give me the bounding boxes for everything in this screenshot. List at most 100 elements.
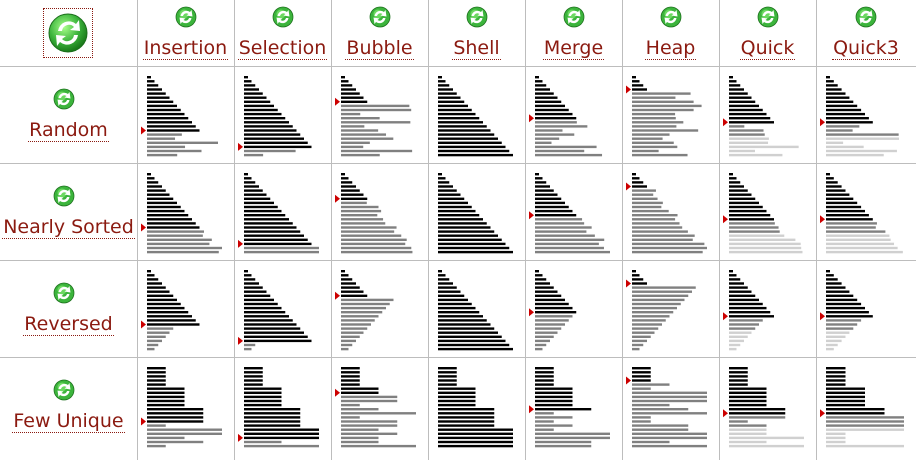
animation-cell[interactable]	[816, 163, 916, 260]
refresh-icon[interactable]	[271, 5, 295, 33]
column-label[interactable]: Heap	[622, 37, 719, 60]
column-label[interactable]: Selection	[234, 37, 331, 60]
array-bar	[341, 84, 353, 87]
array-bar	[535, 177, 543, 180]
animation-cell[interactable]	[428, 163, 525, 260]
animation-cell[interactable]	[622, 260, 719, 357]
animation-cell[interactable]	[331, 66, 428, 163]
animation-cell[interactable]	[525, 357, 622, 460]
refresh-icon[interactable]	[52, 184, 76, 212]
animation-cell[interactable]	[234, 357, 331, 460]
animation-cell[interactable]	[428, 357, 525, 460]
animation-cell[interactable]	[622, 66, 719, 163]
row-label[interactable]: Nearly Sorted	[0, 216, 137, 239]
array-bar	[147, 222, 196, 225]
animation-cell[interactable]	[525, 163, 622, 260]
array-bar	[341, 335, 360, 338]
array-bar	[826, 197, 854, 200]
column-label[interactable]: Merge	[525, 37, 622, 60]
array-bar	[632, 424, 689, 427]
array-bar	[632, 141, 674, 144]
array-bar	[729, 88, 744, 91]
animation-cell[interactable]	[719, 66, 816, 163]
array-bar	[826, 302, 862, 306]
animation-cell[interactable]	[234, 260, 331, 357]
column-label[interactable]: Quick3	[816, 37, 916, 60]
column-label[interactable]: Shell	[428, 37, 525, 60]
array-bar	[826, 181, 838, 184]
array-bar	[826, 84, 838, 87]
array-bar	[244, 100, 271, 103]
array-bar	[632, 428, 689, 431]
array-bar	[438, 230, 495, 233]
animation-cell[interactable]	[331, 163, 428, 260]
grid-line	[0, 260, 916, 261]
animation-cell[interactable]	[234, 163, 331, 260]
array-bar	[147, 234, 203, 237]
animation-cell[interactable]	[816, 260, 916, 357]
array-bar	[632, 145, 678, 149]
array-bar	[826, 375, 846, 378]
bar-visualization	[529, 367, 610, 448]
array-bar	[341, 153, 380, 157]
row-label[interactable]: Reversed	[0, 313, 137, 336]
array-bar	[244, 201, 274, 205]
animation-cell[interactable]	[331, 260, 428, 357]
animation-cell[interactable]	[137, 260, 234, 357]
refresh-icon[interactable]	[465, 5, 489, 33]
animation-cell[interactable]	[816, 357, 916, 460]
array-bar	[244, 399, 282, 403]
animation-cell[interactable]	[525, 66, 622, 163]
array-bar	[632, 302, 681, 306]
animation-cell[interactable]	[137, 357, 234, 460]
array-bar	[729, 80, 737, 83]
animation-cell[interactable]	[622, 357, 719, 460]
column-label-text: Shell	[452, 37, 501, 60]
animation-cell[interactable]	[816, 66, 916, 163]
animation-cell[interactable]	[331, 357, 428, 460]
animation-cell[interactable]	[428, 66, 525, 163]
animation-cell[interactable]	[719, 163, 816, 260]
array-bar	[729, 193, 752, 196]
array-bar	[826, 141, 844, 144]
array-bar	[729, 379, 748, 382]
array-bar	[826, 100, 854, 103]
array-bar	[244, 92, 263, 95]
array-bar	[341, 302, 390, 306]
array-bar	[244, 80, 252, 83]
array-bar	[729, 315, 774, 318]
column-label[interactable]: Quick	[719, 37, 816, 60]
refresh-icon[interactable]	[659, 5, 683, 33]
array-bar	[244, 323, 297, 326]
refresh-icon[interactable]	[52, 281, 76, 309]
array-bar	[438, 294, 465, 297]
bar-visualization	[438, 76, 513, 157]
animation-cell[interactable]	[234, 66, 331, 163]
animation-cell[interactable]	[137, 66, 234, 163]
column-label[interactable]: Insertion	[137, 37, 234, 60]
row-label[interactable]: Random	[0, 119, 137, 142]
array-bar	[244, 108, 278, 112]
array-bar	[147, 177, 155, 180]
animation-cell[interactable]	[137, 163, 234, 260]
row-label[interactable]: Few Unique	[0, 410, 137, 433]
animation-cell[interactable]	[622, 163, 719, 260]
position-marker	[238, 336, 243, 345]
array-bar	[244, 230, 301, 233]
refresh-icon[interactable]	[562, 5, 586, 33]
animation-cell[interactable]	[428, 260, 525, 357]
array-bar	[438, 117, 480, 120]
animation-cell[interactable]	[719, 260, 816, 357]
refresh-icon[interactable]	[52, 87, 76, 115]
refresh-icon[interactable]	[52, 378, 76, 406]
refresh-icon[interactable]	[174, 5, 198, 33]
animation-cell[interactable]	[719, 357, 816, 460]
refresh-all-icon[interactable]	[43, 8, 93, 58]
refresh-icon[interactable]	[854, 5, 878, 33]
column-label[interactable]: Bubble	[331, 37, 428, 60]
column-label-text: Quick3	[832, 37, 900, 60]
refresh-icon[interactable]	[756, 5, 780, 33]
refresh-icon[interactable]	[368, 5, 392, 33]
animation-cell[interactable]	[525, 260, 622, 357]
array-bar	[244, 222, 293, 225]
